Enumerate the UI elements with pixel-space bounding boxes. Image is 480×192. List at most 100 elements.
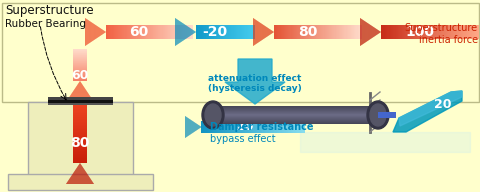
Bar (275, 121, 276, 133)
Bar (157, 25, 158, 39)
Bar (268, 121, 269, 133)
Polygon shape (78, 83, 82, 84)
Bar (108, 25, 109, 39)
Bar (290, 121, 291, 133)
Bar (72, 152, 87, 153)
Text: 60: 60 (71, 69, 88, 82)
Bar (215, 25, 216, 39)
Bar (302, 121, 303, 133)
Polygon shape (77, 84, 82, 85)
Bar (155, 25, 156, 39)
Bar (332, 25, 333, 39)
Bar (199, 25, 200, 39)
Bar (299, 121, 300, 133)
Bar (440, 25, 441, 39)
Bar (144, 25, 145, 39)
Bar (402, 25, 403, 39)
Bar (220, 121, 222, 133)
Bar (343, 25, 344, 39)
Bar (277, 121, 278, 133)
Bar (295, 25, 297, 39)
Bar (237, 25, 238, 39)
Bar (441, 25, 443, 39)
Bar (229, 121, 231, 133)
Bar (125, 25, 126, 39)
Bar (139, 25, 141, 39)
Bar (195, 25, 196, 39)
Bar (209, 121, 210, 133)
Bar (324, 25, 325, 39)
Bar (284, 121, 285, 133)
Bar (450, 25, 451, 39)
Bar (184, 25, 185, 39)
Bar (72, 162, 87, 163)
Bar (168, 25, 169, 39)
Bar (434, 25, 435, 39)
Bar (131, 25, 132, 39)
Bar (278, 25, 279, 39)
Bar (477, 25, 478, 39)
Polygon shape (73, 173, 87, 174)
Bar (191, 25, 192, 39)
Bar (148, 25, 149, 39)
Bar (247, 25, 248, 39)
Bar (467, 25, 468, 39)
Bar (72, 74, 87, 75)
Bar (72, 159, 87, 160)
Bar (124, 25, 125, 39)
Bar (189, 25, 191, 39)
Bar (407, 25, 408, 39)
Bar (460, 25, 461, 39)
Polygon shape (392, 91, 461, 132)
Bar (288, 121, 289, 133)
Bar (72, 156, 87, 157)
Bar (72, 118, 87, 119)
Bar (160, 25, 161, 39)
Bar (214, 121, 216, 133)
Bar (435, 25, 436, 39)
Bar (175, 25, 176, 39)
Bar (320, 25, 321, 39)
Bar (205, 121, 206, 133)
Bar (72, 105, 87, 106)
Bar (72, 138, 87, 139)
Bar (385, 25, 386, 39)
Bar (159, 25, 160, 39)
Polygon shape (75, 88, 85, 89)
Bar (347, 25, 348, 39)
Bar (231, 121, 232, 133)
Bar (145, 25, 146, 39)
Text: Superstructure: Superstructure (5, 4, 94, 17)
Bar (468, 25, 469, 39)
Bar (275, 25, 276, 39)
Polygon shape (79, 164, 81, 165)
Bar (394, 25, 395, 39)
Bar (336, 25, 337, 39)
Bar (476, 25, 477, 39)
Bar (245, 121, 246, 133)
Bar (113, 25, 114, 39)
Bar (196, 25, 197, 39)
Bar (72, 155, 87, 156)
Polygon shape (75, 170, 85, 171)
Bar (137, 25, 138, 39)
Bar (433, 25, 434, 39)
Bar (249, 121, 250, 133)
Bar (72, 68, 87, 69)
Bar (278, 121, 280, 133)
Bar (341, 25, 343, 39)
Bar (286, 25, 287, 39)
Bar (213, 109, 377, 110)
Bar (232, 121, 233, 133)
Polygon shape (75, 87, 84, 88)
Polygon shape (72, 175, 88, 176)
Bar (180, 25, 182, 39)
Bar (417, 25, 418, 39)
Bar (48, 103, 113, 105)
Polygon shape (67, 182, 93, 183)
Bar (141, 25, 142, 39)
Bar (210, 25, 211, 39)
Bar (228, 121, 229, 133)
Bar (310, 25, 311, 39)
Bar (72, 149, 87, 150)
